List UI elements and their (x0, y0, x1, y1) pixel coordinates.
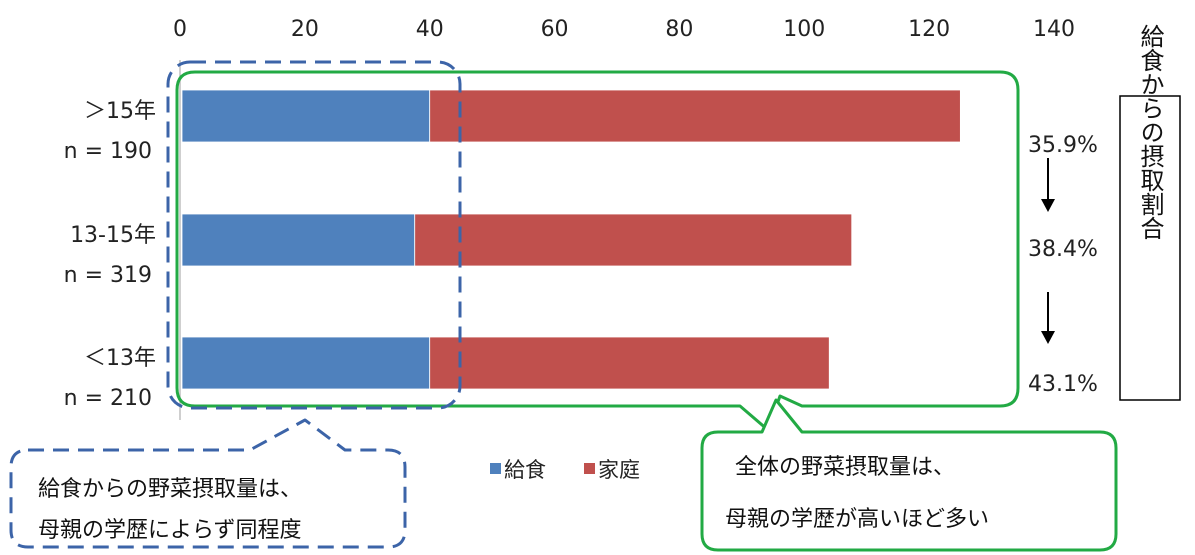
legend-swatch (490, 463, 501, 474)
green-callout-box (175, 70, 1020, 432)
category-n-label: n = 319 (64, 263, 152, 288)
x-tick-label: 60 (541, 17, 569, 42)
x-tick-label: 120 (908, 17, 950, 42)
percentage-labels: 35.9% 38.4% 43.1% (1028, 133, 1098, 397)
side-label-box (1119, 95, 1181, 401)
percentage-label: 43.1% (1028, 372, 1098, 397)
legend-swatch (584, 463, 595, 474)
down-arrow-icon (1041, 158, 1055, 212)
blue-dashed-box (166, 60, 462, 410)
left-callout-line1: 給食からの野菜摂取量は、 (38, 477, 302, 502)
percentage-label: 35.9% (1028, 133, 1098, 158)
bar-home (429, 336, 830, 390)
category-n-label: n = 210 (64, 386, 152, 411)
category-n-label: n = 190 (64, 139, 152, 164)
bar-school-lunch (181, 213, 416, 267)
legend: 給食 家庭 (490, 458, 640, 482)
x-tick-label: 80 (665, 17, 693, 42)
x-tick-label: 20 (291, 17, 319, 42)
right-callout-line2: 母親の学歴が高いほど多い (725, 507, 989, 532)
right-callout-box (700, 398, 1118, 552)
bar-school-lunch (181, 89, 431, 143)
bar-home (414, 213, 853, 267)
category-label: 13-15年 (70, 223, 156, 248)
x-tick-label: 0 (173, 17, 187, 42)
bar-school-lunch (181, 336, 431, 390)
left-callout-box (9, 418, 407, 549)
category-labels: ＞15年 n = 190 13-15年 n = 319 ＜13年 n = 210 (64, 99, 156, 411)
x-tick-labels: 0 20 40 60 80 100 120 140 (173, 17, 1075, 42)
x-tick-label: 140 (1033, 17, 1075, 42)
side-label: 給食からの摂取割合 (1136, 24, 1164, 240)
down-arrow-icon (1041, 292, 1055, 344)
bar-group (181, 89, 961, 390)
right-callout-line1: 全体の野菜摂取量は、 (735, 455, 955, 480)
legend-label: 家庭 (598, 458, 640, 482)
bar-home (429, 89, 961, 143)
category-label: ＜13年 (84, 346, 156, 371)
legend-label: 給食 (504, 458, 546, 482)
x-tick-label: 100 (783, 17, 825, 42)
category-label: ＞15年 (84, 99, 156, 124)
percentage-label: 38.4% (1028, 237, 1098, 262)
x-tick-label: 40 (416, 17, 444, 42)
left-callout-line2: 母親の学歴によらず同程度 (38, 518, 302, 543)
